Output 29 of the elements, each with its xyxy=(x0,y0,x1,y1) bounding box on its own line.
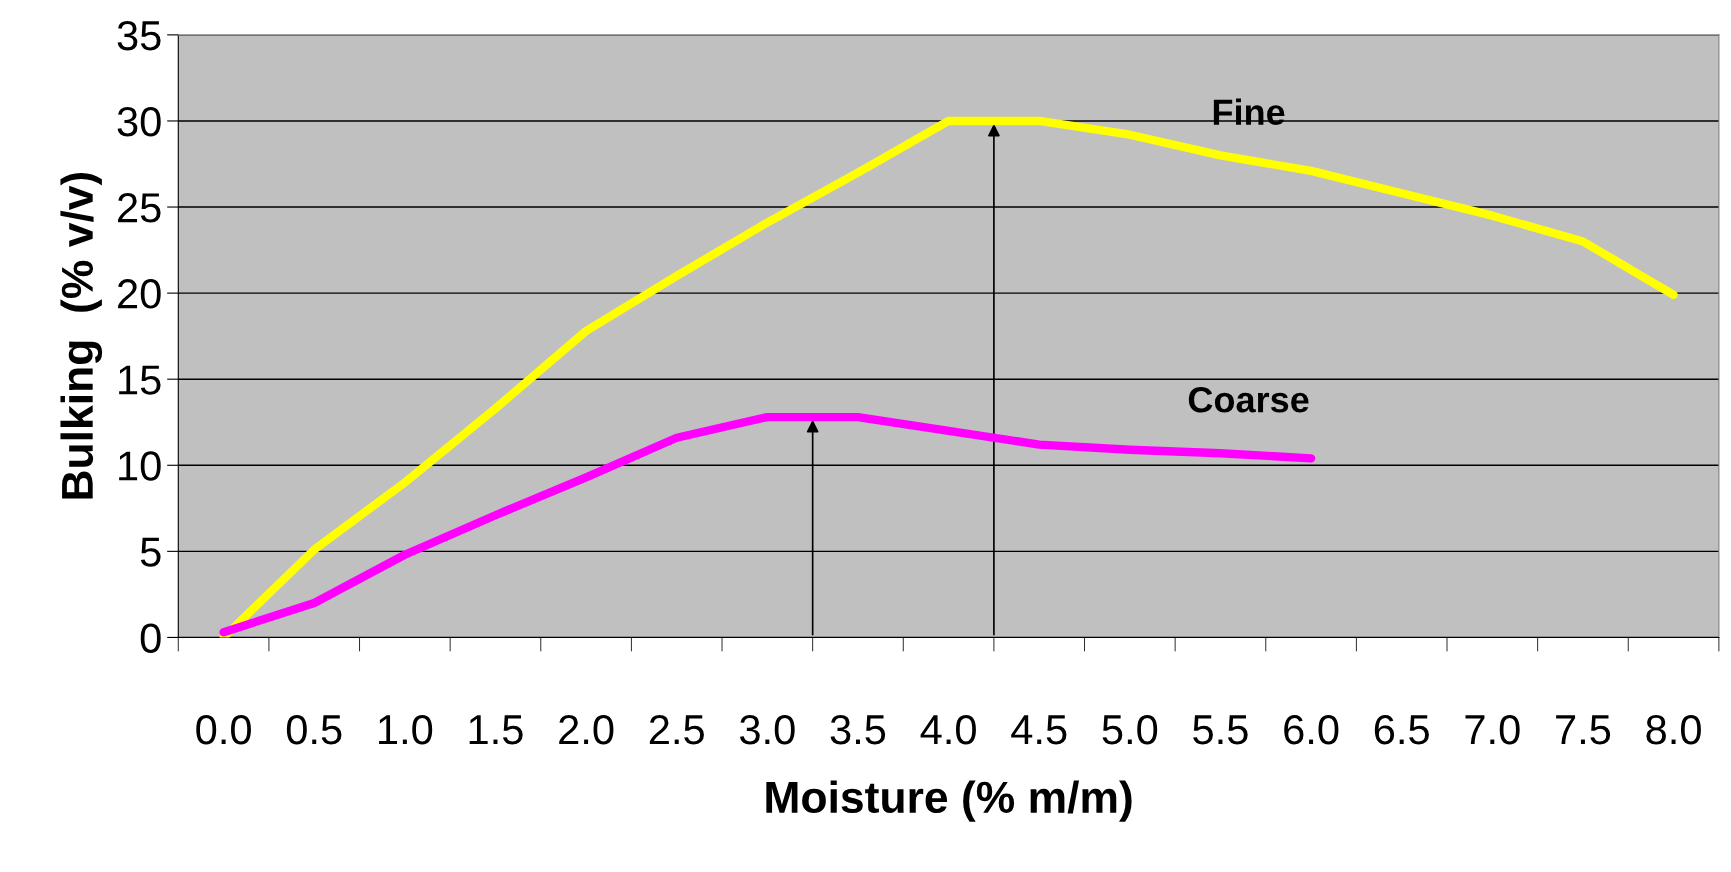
y-tick-label: 35 xyxy=(117,20,161,51)
x-tick-label: 8.0 xyxy=(1646,714,1701,745)
y-tick-label: 5 xyxy=(140,537,161,567)
x-tick-label: 2.0 xyxy=(559,714,614,745)
x-tick-label: 2.5 xyxy=(649,714,704,745)
x-tick-label: 3.0 xyxy=(739,714,795,745)
x-tick-label: 3.5 xyxy=(830,714,886,745)
x-tick-label: 4.5 xyxy=(1011,715,1067,745)
x-tick-label: 0.5 xyxy=(286,714,342,745)
x-tick-label: 1.0 xyxy=(379,714,433,745)
x-axis-title: Moisture (% m/m) xyxy=(766,780,1132,822)
y-tick-label: 25 xyxy=(118,193,161,223)
x-tick-label: 0.0 xyxy=(196,714,251,745)
x-tick-label: 7.5 xyxy=(1556,715,1611,745)
x-tick-label: 5.0 xyxy=(1102,714,1158,745)
x-tick-label: 7.0 xyxy=(1465,714,1520,745)
y-axis-title: Bulking (% v/v) xyxy=(60,172,103,499)
y-tick-label: 20 xyxy=(118,279,161,309)
series-label: Coarse xyxy=(1188,386,1309,413)
series-label: Fine xyxy=(1213,98,1285,126)
y-tick-label: 30 xyxy=(117,106,161,137)
x-tick-label: 4.0 xyxy=(920,714,976,745)
x-tick-label: 6.5 xyxy=(1374,714,1429,745)
x-tick-label: 5.5 xyxy=(1193,715,1248,745)
x-tick-label: 6.0 xyxy=(1284,714,1339,745)
y-tick-label: 0 xyxy=(140,623,161,653)
y-tick-label: 10 xyxy=(119,451,161,481)
y-tick-label: 15 xyxy=(119,365,161,395)
x-tick-label: 1.5 xyxy=(469,715,523,745)
